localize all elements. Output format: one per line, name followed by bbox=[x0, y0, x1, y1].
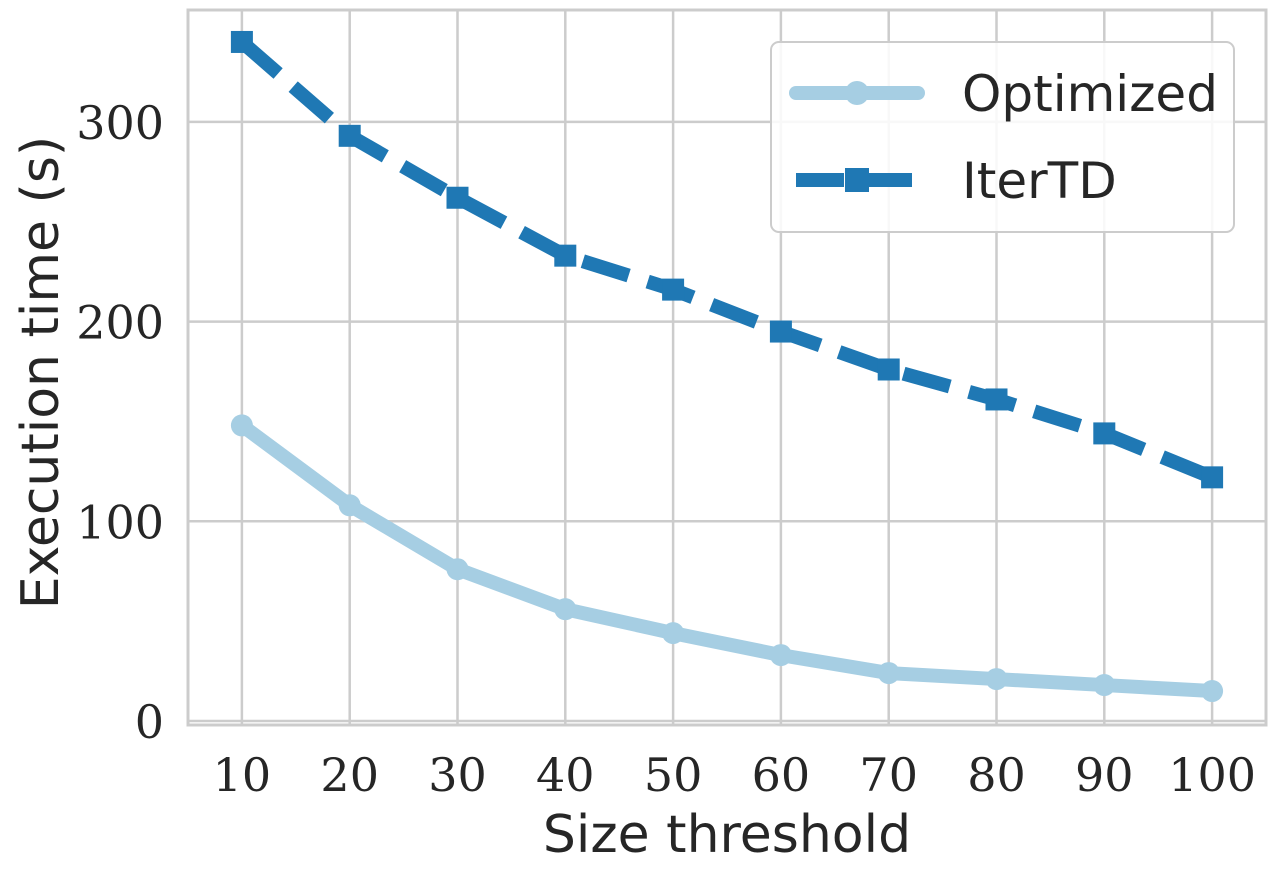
data-point bbox=[1093, 674, 1116, 697]
data-point bbox=[1201, 466, 1224, 489]
x-tick-label: 80 bbox=[967, 748, 1026, 802]
legend-entry-itertd: IterTD bbox=[796, 152, 1117, 210]
data-point bbox=[338, 124, 361, 147]
y-axis-label: Execution time (s) bbox=[11, 136, 71, 609]
data-point bbox=[338, 494, 361, 517]
series-optimized bbox=[230, 414, 1224, 703]
y-tick-label: 0 bbox=[135, 695, 164, 749]
data-point bbox=[230, 414, 253, 437]
legend-entry-optimized: Optimized bbox=[789, 65, 1218, 123]
y-tick-label: 300 bbox=[76, 96, 164, 150]
tick-labels: 10 20 30 40 50 60 70 80 90 100 0 100 200 300 bbox=[76, 96, 1256, 802]
series-line bbox=[234, 418, 1220, 699]
data-point bbox=[554, 244, 577, 267]
data-point bbox=[877, 662, 900, 685]
x-tick-label: 70 bbox=[859, 748, 918, 802]
data-point bbox=[230, 30, 253, 53]
x-tick-label: 10 bbox=[213, 748, 272, 802]
legend-marker bbox=[845, 168, 869, 192]
x-tick-label: 50 bbox=[644, 748, 703, 802]
series-lines bbox=[230, 30, 1224, 703]
data-point bbox=[446, 186, 469, 209]
data-point bbox=[446, 558, 469, 581]
y-tick-label: 200 bbox=[76, 296, 164, 350]
x-tick-label: 20 bbox=[320, 748, 379, 802]
x-tick-label: 90 bbox=[1075, 748, 1134, 802]
data-point bbox=[1201, 680, 1224, 703]
x-axis-label: Size threshold bbox=[543, 805, 911, 865]
series-itertd bbox=[230, 30, 1224, 489]
plot-frame bbox=[186, 8, 1268, 727]
legend-label: IterTD bbox=[962, 152, 1117, 210]
legend-label: Optimized bbox=[962, 65, 1218, 123]
data-point bbox=[769, 644, 792, 667]
series-line bbox=[237, 36, 1215, 484]
x-tick-label: 100 bbox=[1168, 748, 1256, 802]
data-point bbox=[877, 358, 900, 381]
legend: Optimized IterTD bbox=[770, 41, 1235, 233]
y-tick-label: 100 bbox=[76, 495, 164, 549]
legend-marker bbox=[845, 81, 869, 105]
data-point bbox=[1093, 422, 1116, 445]
data-point bbox=[985, 388, 1008, 411]
data-point bbox=[769, 320, 792, 343]
x-tick-label: 60 bbox=[752, 748, 811, 802]
data-point bbox=[662, 278, 685, 301]
x-tick-label: 30 bbox=[428, 748, 487, 802]
data-point bbox=[985, 668, 1008, 691]
data-point bbox=[662, 622, 685, 645]
data-point bbox=[554, 598, 577, 621]
x-tick-label: 40 bbox=[536, 748, 595, 802]
